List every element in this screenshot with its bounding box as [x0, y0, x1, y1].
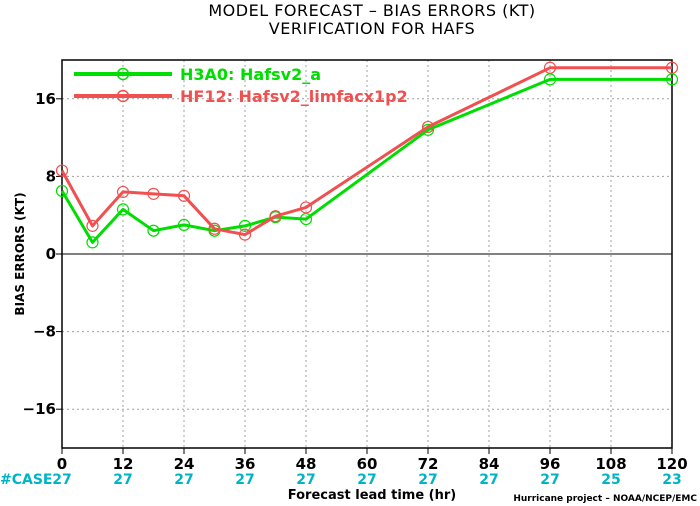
x-tick-label: 60 [357, 455, 378, 473]
case-count: 27 [235, 472, 254, 488]
data-point-1 [238, 219, 252, 232]
data-point-2 [86, 219, 99, 232]
data-point-2 [238, 228, 252, 241]
data-point-2 [269, 210, 282, 223]
data-point-2 [665, 61, 679, 74]
series-line-1 [60, 77, 672, 244]
case-row-label: #CASE [0, 472, 53, 488]
chart-subtitle: VERIFICATION FOR HAFS [269, 19, 475, 38]
data-point-1 [116, 203, 130, 216]
case-count: 27 [418, 472, 437, 488]
x-tick-label: 72 [418, 455, 439, 473]
x-tick-label: 24 [174, 455, 195, 473]
data-point-1 [147, 224, 160, 237]
y-tick-label: 8 [46, 167, 56, 185]
legend-marker-red [116, 89, 130, 103]
data-point-2 [55, 164, 69, 177]
y-tick-labels: 16 8 0 −8 −16 [23, 90, 56, 418]
y-tick-label: −16 [23, 400, 56, 418]
case-count: 27 [113, 472, 132, 488]
data-point-2 [147, 187, 160, 200]
data-point-1 [177, 218, 191, 231]
x-tick-labels: 0 12 24 36 48 60 72 84 96 108 120 [57, 455, 688, 473]
legend-marker-green [116, 67, 130, 81]
series-line-2 [60, 66, 672, 237]
y-tick-label: 0 [46, 245, 56, 263]
case-count: 27 [479, 472, 498, 488]
legend-label-red: HF12: Hafsv2_limfacx1p2 [180, 87, 408, 106]
data-point-2 [116, 185, 130, 199]
data-point-1 [86, 236, 99, 249]
case-counts: 27 27 27 27 27 27 27 27 27 25 23 [52, 472, 681, 488]
x-tick-label: 108 [595, 455, 626, 473]
case-count: 25 [601, 472, 620, 488]
data-point-2 [177, 189, 191, 202]
x-tick-label: 84 [479, 455, 500, 473]
data-point-2 [208, 222, 221, 235]
x-tick-label: 12 [113, 455, 134, 473]
data-point-1 [665, 73, 679, 86]
data-point-2 [543, 61, 557, 74]
grid-lines [56, 60, 673, 454]
x-tick-label: 48 [296, 455, 317, 473]
legend-label-green: H3A0: Hafsv2_a [180, 65, 321, 84]
case-count: 27 [52, 472, 71, 488]
case-count: 27 [540, 472, 559, 488]
credit-text: Hurricane project – NOAA/NCEP/EMC [513, 494, 697, 504]
chart-title: MODEL FORECAST – BIAS ERRORS (KT) [208, 1, 535, 20]
case-count: 27 [174, 472, 193, 488]
case-count: 27 [357, 472, 376, 488]
series-lines [55, 61, 679, 249]
data-point-2 [299, 201, 313, 214]
x-tick-label: 96 [540, 455, 561, 473]
x-tick-label: 36 [235, 455, 256, 473]
x-tick-label: 120 [656, 455, 687, 473]
data-point-2 [421, 120, 435, 134]
case-count: 23 [662, 472, 681, 488]
x-tick-label: 0 [57, 455, 67, 473]
legend: H3A0: Hafsv2_a HF12: Hafsv2_limfacx1p2 [74, 65, 408, 106]
y-axis-label: BIAS ERRORS (KT) [13, 192, 27, 315]
x-axis-label: Forecast lead time (hr) [288, 488, 456, 503]
y-tick-label: 16 [35, 90, 56, 108]
data-point-1 [55, 184, 69, 198]
y-tick-label: −8 [33, 323, 56, 341]
data-point-1 [543, 73, 557, 86]
data-point-1 [299, 212, 313, 226]
case-count: 27 [296, 472, 315, 488]
